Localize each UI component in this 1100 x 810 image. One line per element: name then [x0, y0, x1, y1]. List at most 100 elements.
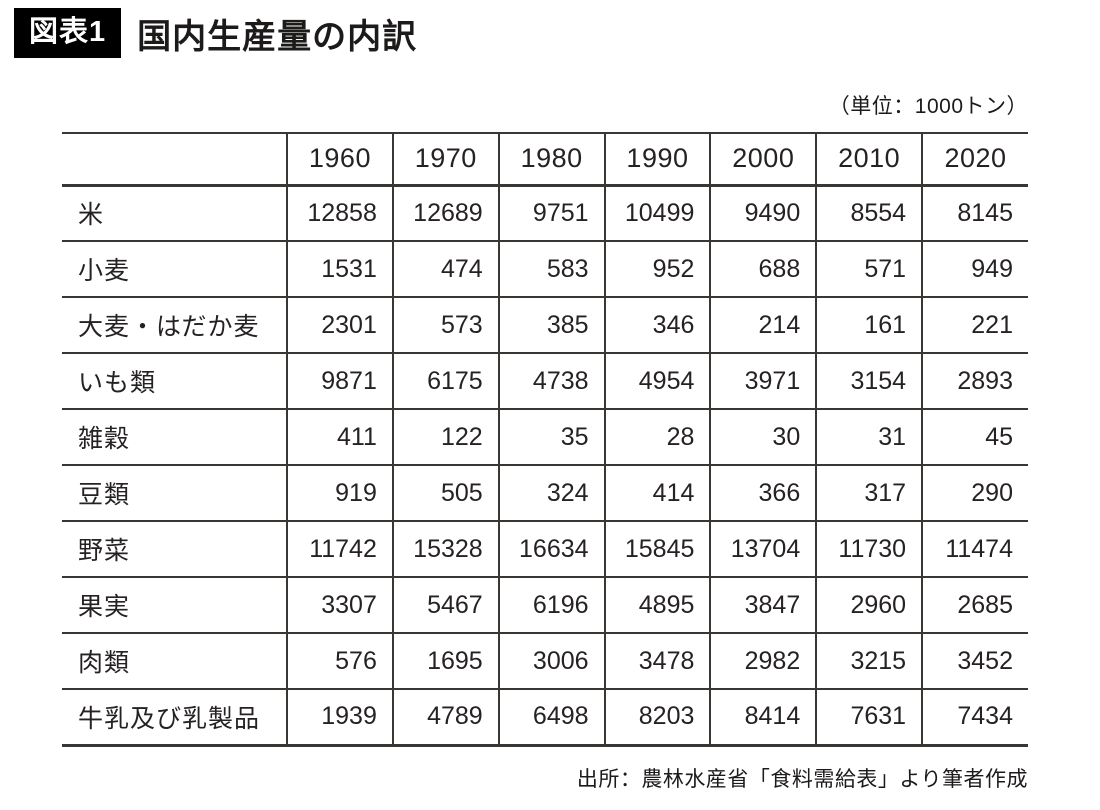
value-cell: 15328 [391, 520, 499, 577]
table-row: 大麦・はだか麦 2301 573 385 346 214 161 221 [62, 296, 1028, 353]
value-cell: 1939 [286, 688, 393, 745]
table-row: 豆類 919 505 324 414 366 317 290 [62, 464, 1028, 521]
value-cell: 1695 [391, 632, 499, 689]
value-cell: 9871 [286, 352, 393, 409]
value-cell: 7434 [921, 688, 1028, 745]
value-cell: 161 [815, 296, 923, 353]
value-cell: 6196 [497, 576, 605, 633]
value-cell: 8554 [815, 185, 923, 241]
row-label: 豆類 [62, 464, 288, 521]
row-label: いも類 [62, 352, 288, 409]
value-cell: 2893 [921, 352, 1028, 409]
table-row: 野菜 11742 15328 16634 15845 13704 11730 11474 [62, 520, 1028, 577]
value-cell: 6175 [391, 352, 499, 409]
value-cell: 45 [921, 408, 1028, 465]
value-cell: 10499 [603, 185, 711, 241]
row-label: 小麦 [62, 240, 288, 297]
value-cell: 15845 [603, 520, 711, 577]
year-column-header: 1990 [603, 133, 711, 187]
value-cell: 919 [286, 464, 393, 521]
value-cell: 8145 [921, 185, 1028, 241]
table-row: 雑穀 411 122 35 28 30 31 45 [62, 408, 1028, 465]
row-label: 米 [78, 201, 105, 230]
value-cell: 474 [391, 240, 499, 297]
table-row: 小麦 1531 474 583 952 688 571 949 [62, 240, 1028, 297]
value-cell: 385 [497, 296, 605, 353]
value-cell: 3971 [709, 352, 817, 409]
value-cell: 9490 [709, 185, 817, 241]
production-table: 1960 1970 1980 1990 2000 2010 2020 米 12858 12689… [62, 132, 1028, 747]
row-label: 牛乳及び乳製品 [62, 688, 288, 745]
value-cell: 573 [391, 296, 499, 353]
value-cell: 583 [497, 240, 605, 297]
table-row: 果実 3307 5467 6196 4895 3847 2960 2685 [62, 576, 1028, 633]
value-cell: 11742 [286, 520, 393, 577]
value-cell: 11730 [815, 520, 923, 577]
table-row: 米 12858 12689 9751 10499 9490 8554 8145 [62, 185, 1028, 241]
table-header-row: 1960 1970 1980 1990 2000 2010 2020 [62, 133, 1028, 187]
value-cell: 1531 [286, 240, 393, 297]
value-cell: 414 [603, 464, 711, 521]
value-cell: 30 [709, 408, 817, 465]
value-cell: 28 [603, 408, 711, 465]
row-label: 野菜 [62, 520, 288, 577]
value-cell: 952 [603, 240, 711, 297]
value-cell: 221 [921, 296, 1028, 353]
value-cell: 576 [286, 632, 393, 689]
value-cell: 3154 [815, 352, 923, 409]
value-cell: 11474 [921, 520, 1028, 577]
source-note: 出所：農林水産省「食料需給表」より筆者作成 [576, 767, 1028, 791]
value-cell: 3307 [286, 576, 393, 633]
value-cell: 8414 [709, 688, 817, 745]
value-cell: 12858 [286, 185, 393, 241]
value-cell: 3478 [603, 632, 711, 689]
unit-note: （単位：1000トン） [828, 95, 1028, 118]
value-cell: 3847 [709, 576, 817, 633]
value-cell: 9751 [497, 185, 605, 241]
row-label: 雑穀 [62, 408, 288, 465]
value-cell: 571 [815, 240, 923, 297]
page-title: 国内生産量の内訳 [137, 17, 418, 56]
corner-header-cell [62, 133, 288, 187]
year-column-header: 2010 [815, 133, 923, 187]
value-cell: 16634 [497, 520, 605, 577]
value-cell: 12689 [391, 185, 499, 241]
value-cell: 411 [286, 408, 393, 465]
year-column-header: 1980 [497, 133, 605, 187]
year-column-header: 2000 [709, 133, 817, 187]
value-cell: 35 [497, 408, 605, 465]
value-cell: 2960 [815, 576, 923, 633]
value-cell: 3215 [815, 632, 923, 689]
table-row: 牛乳及び乳製品 1939 4789 6498 8203 8414 7631 7434 [62, 688, 1028, 745]
value-cell: 5467 [391, 576, 499, 633]
value-cell: 505 [391, 464, 499, 521]
value-cell: 31 [815, 408, 923, 465]
value-cell: 366 [709, 464, 817, 521]
value-cell: 290 [921, 464, 1028, 521]
table-row: 肉類 576 1695 3006 3478 2982 3215 3452 [62, 632, 1028, 689]
value-cell: 8203 [603, 688, 711, 745]
value-cell: 317 [815, 464, 923, 521]
table-header: 1960 1970 1980 1990 2000 2010 2020 [62, 133, 1028, 187]
figure-number-badge: 図表1 [14, 8, 122, 58]
value-cell: 688 [709, 240, 817, 297]
value-cell: 4954 [603, 352, 711, 409]
year-column-header: 1960 [286, 133, 393, 187]
value-cell: 949 [921, 240, 1028, 297]
value-cell: 2685 [921, 576, 1028, 633]
year-column-header: 1970 [391, 133, 499, 187]
row-label: 果実 [62, 576, 288, 633]
value-cell: 3006 [497, 632, 605, 689]
value-cell: 6498 [497, 688, 605, 745]
value-cell: 214 [709, 296, 817, 353]
value-cell: 324 [497, 464, 605, 521]
value-cell: 2301 [286, 296, 393, 353]
year-column-header: 2020 [921, 133, 1028, 187]
value-cell: 4789 [391, 688, 499, 745]
value-cell: 13704 [709, 520, 817, 577]
value-cell: 4738 [497, 352, 605, 409]
row-label: 肉類 [62, 632, 288, 689]
row-label: 大麦・はだか麦 [62, 296, 288, 353]
table-row: いも類 9871 6175 4738 4954 3971 3154 2893 [62, 352, 1028, 409]
